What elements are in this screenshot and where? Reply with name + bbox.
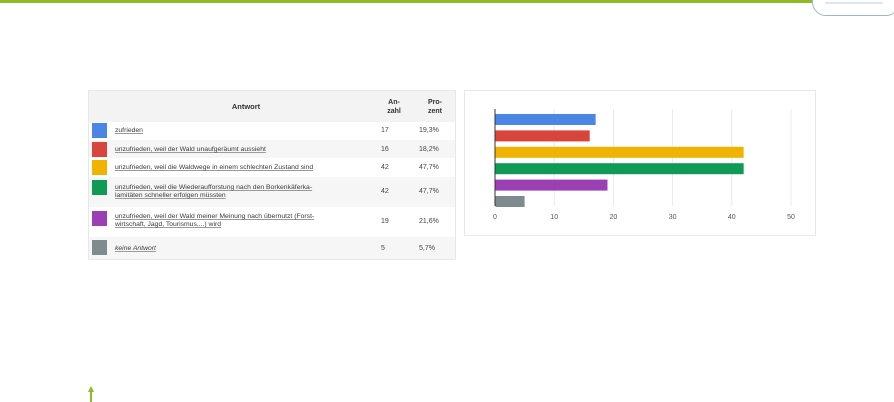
bar: [495, 146, 744, 158]
header-percent-label: Pro- zent: [428, 98, 442, 115]
x-tick-label: 50: [787, 214, 795, 221]
color-swatch: [92, 123, 107, 138]
results-table: Antwort An- zahl Pro- zent zufrieden 17 …: [88, 90, 456, 260]
answer-count: 17: [381, 127, 389, 134]
x-tick-label: 10: [550, 214, 558, 221]
bar: [495, 179, 608, 191]
table-row: zufrieden 17 19,3%: [89, 122, 455, 139]
x-tick-label: 0: [493, 214, 497, 221]
answer-percent: 21,6%: [419, 218, 439, 225]
bar: [495, 114, 596, 125]
answer-percent: 47,7%: [419, 188, 439, 195]
header-count: An- zahl: [375, 91, 413, 122]
table-row: unzufrieden, weil die Wiederaufforstung …: [89, 177, 455, 207]
answer-count: 42: [381, 164, 389, 171]
bar: [495, 130, 590, 142]
table-row: unzufrieden, weil der Wald meiner Meinun…: [89, 208, 455, 236]
leaf-marker-icon: [88, 386, 94, 402]
header-logo-tab: [812, 0, 894, 16]
answer-count: 42: [381, 188, 389, 195]
answer-percent: 47,7%: [419, 164, 439, 171]
header-percent: Pro- zent: [415, 91, 455, 122]
color-swatch: [92, 240, 107, 255]
answer-label[interactable]: unzufrieden, weil der Wald unaufgeräumt …: [115, 146, 266, 153]
color-swatch: [92, 211, 107, 226]
bar-chart-panel: 0 10 20 30 40 50: [464, 90, 816, 236]
table-row: unzufrieden, weil der Wald unaufgeräumt …: [89, 140, 455, 158]
answer-label[interactable]: unzufrieden, weil der Wald meiner Meinun…: [115, 213, 315, 228]
table-header: Antwort An- zahl Pro- zent: [89, 91, 455, 122]
table-row: unzufrieden, weil die Waldwege in einem …: [89, 159, 455, 176]
color-swatch: [92, 160, 107, 175]
x-tick-label: 30: [669, 214, 677, 221]
color-swatch: [92, 180, 107, 195]
answer-label[interactable]: keine Antwort: [115, 245, 156, 252]
answer-count: 5: [381, 245, 385, 252]
x-tick-label: 20: [610, 214, 618, 221]
answer-count: 19: [381, 218, 389, 225]
color-swatch: [92, 142, 107, 157]
table-row: keine Antwort 5 5,7%: [89, 237, 455, 259]
answer-label[interactable]: unzufrieden, weil die Waldwege in einem …: [115, 164, 314, 171]
header-answer: Antwort: [231, 102, 261, 111]
answer-percent: 19,3%: [419, 127, 439, 134]
bar: [495, 163, 744, 175]
header-count-label: An- zahl: [387, 98, 401, 115]
header-accent-bar: [0, 0, 894, 3]
answer-label[interactable]: unzufrieden, weil die Wiederaufforstung …: [115, 184, 313, 199]
answer-percent: 18,2%: [419, 146, 439, 153]
answer-count: 16: [381, 146, 389, 153]
answer-percent: 5,7%: [419, 245, 435, 252]
answer-label[interactable]: zufrieden: [115, 127, 143, 134]
x-tick-label: 40: [728, 214, 736, 221]
bar-chart: 0 10 20 30 40 50: [493, 109, 795, 221]
bar: [495, 196, 525, 207]
